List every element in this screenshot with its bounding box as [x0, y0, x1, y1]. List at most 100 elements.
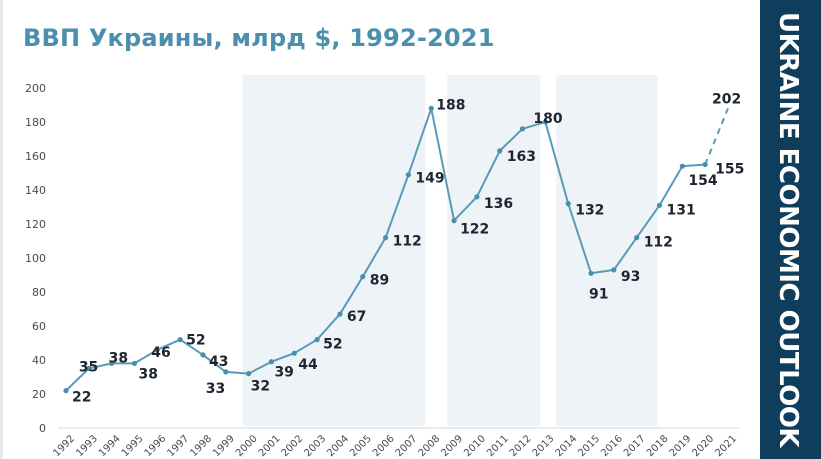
data-label: 38: [109, 350, 128, 366]
data-label: 39: [274, 365, 293, 381]
data-label: 35: [79, 360, 98, 376]
chart-title: ВВП Украины, млрд $, 1992-2021: [23, 24, 495, 52]
data-label: 52: [186, 333, 205, 349]
data-point: [656, 202, 663, 208]
x-tick-label: 1999: [211, 433, 237, 459]
data-label: 32: [251, 379, 270, 395]
data-point: [63, 388, 69, 394]
data-point: [109, 360, 115, 366]
data-label: 136: [484, 196, 513, 212]
x-tick-label: 2003: [302, 433, 328, 459]
y-tick-label: 200: [25, 82, 46, 95]
y-tick-label: 100: [25, 252, 46, 265]
x-tick-label: 2016: [599, 433, 625, 459]
data-label: 67: [347, 309, 366, 325]
data-point: [679, 163, 685, 169]
data-point: [268, 359, 275, 365]
data-label: 132: [575, 203, 604, 219]
data-point: [86, 365, 92, 372]
x-tick-label: 1993: [74, 433, 100, 459]
x-tick-label: 2008: [417, 433, 443, 459]
data-label: 163: [507, 149, 536, 165]
data-label: 22: [72, 390, 91, 406]
x-tick-label: 1996: [143, 433, 169, 459]
shaded-period: [556, 75, 658, 426]
x-tick-label: 2012: [508, 433, 534, 459]
data-point: [611, 267, 617, 273]
x-tick-label: 2002: [280, 433, 306, 459]
data-point: [337, 311, 343, 317]
x-tick-label: 2006: [371, 433, 397, 459]
y-tick-label: 20: [32, 388, 46, 401]
data-label: 52: [323, 337, 342, 353]
data-point: [405, 172, 412, 178]
data-label: 44: [298, 357, 318, 373]
brand-banner: [760, 0, 821, 459]
data-point: [360, 274, 366, 280]
gdp-line-chart: 0 20 40 60 80 100 120 140 160 180 200 199219931994…: [25, 75, 744, 459]
data-label: 149: [415, 171, 444, 187]
x-tick-label: 2011: [485, 433, 511, 459]
y-tick-label: 80: [32, 286, 46, 299]
data-point: [314, 337, 320, 343]
x-tick-label: 2013: [531, 433, 557, 459]
data-point: [428, 105, 434, 111]
x-tick-label: 2009: [439, 433, 465, 459]
x-tick-label: 2019: [668, 433, 694, 459]
data-label: 112: [393, 234, 422, 250]
y-tick-label: 60: [32, 320, 46, 333]
data-label: 43: [209, 354, 228, 370]
data-point: [634, 235, 640, 241]
data-label: 93: [621, 269, 640, 285]
data-label: 38: [138, 366, 157, 382]
y-tick-label: 180: [25, 116, 46, 129]
data-point: [246, 371, 252, 377]
y-tick-label: 120: [25, 218, 46, 231]
data-label: 112: [644, 235, 673, 251]
x-tick-label: 2017: [622, 433, 648, 459]
data-point: [497, 148, 503, 154]
shaded-period: [447, 75, 541, 426]
x-tick-label: 1992: [51, 433, 77, 459]
data-point: [542, 119, 548, 125]
data-point: [177, 337, 183, 343]
data-label: 91: [589, 286, 608, 302]
x-tick-label: 2007: [394, 433, 420, 459]
gdp-projection-line: [704, 108, 729, 165]
left-border: [0, 0, 3, 459]
x-tick-label: 2000: [234, 433, 260, 459]
data-label: 89: [370, 273, 389, 289]
y-tick-label: 40: [32, 354, 46, 367]
data-label: 122: [460, 222, 489, 238]
data-point: [702, 161, 708, 168]
data-point: [519, 126, 526, 132]
data-label: 131: [667, 202, 696, 218]
data-label: 155: [715, 162, 744, 178]
x-tick-label: 1994: [97, 433, 123, 459]
y-tick-label: 0: [39, 422, 46, 435]
y-axis-ticks: 0 20 40 60 80 100 120 140 160 180 200: [25, 82, 46, 435]
x-tick-label: 2015: [576, 433, 602, 459]
x-tick-label: 2010: [462, 433, 488, 459]
x-tick-label: 2021: [713, 433, 739, 459]
gdp-series: [63, 105, 729, 394]
x-tick-label: 2014: [554, 433, 580, 459]
shaded-period: [242, 75, 426, 426]
y-tick-label: 160: [25, 150, 46, 163]
x-tick-label: 1997: [165, 433, 191, 459]
data-point: [131, 360, 138, 366]
data-point: [200, 352, 206, 358]
data-point: [474, 194, 480, 200]
x-tick-label: 1998: [188, 433, 214, 459]
data-label: 188: [436, 97, 465, 113]
brand-banner-text: UKRAINE ECONOMIC OUTLOOK: [773, 12, 803, 448]
x-tick-label: 2004: [325, 433, 351, 459]
x-tick-label: 2018: [645, 433, 671, 459]
data-point: [291, 350, 297, 356]
data-point: [382, 235, 389, 241]
data-point: [223, 369, 229, 375]
data-label: 180: [533, 111, 562, 127]
data-point: [451, 218, 457, 224]
data-label: 46: [151, 345, 170, 361]
